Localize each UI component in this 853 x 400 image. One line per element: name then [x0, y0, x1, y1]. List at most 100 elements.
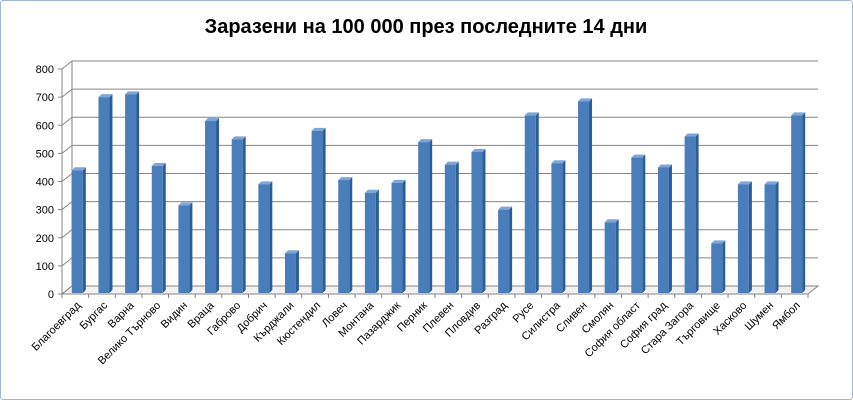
bar: [151, 163, 166, 293]
bar-side: [109, 94, 113, 293]
bar-top: [364, 189, 379, 193]
bar-top: [444, 161, 459, 165]
x-category-label: Видин: [159, 300, 190, 331]
bar-side: [322, 127, 326, 293]
bar: [737, 181, 752, 293]
bars: [71, 91, 806, 293]
bar-side: [775, 181, 779, 293]
gridline-diag: [61, 60, 73, 70]
bar-top: [205, 118, 220, 122]
bar-top: [284, 250, 299, 254]
y-tick-label: 0: [48, 289, 54, 301]
gridline-diag: [61, 116, 73, 126]
bar-front: [231, 139, 243, 293]
bar-front: [418, 142, 430, 293]
bar-top: [98, 94, 113, 98]
x-category-label: Благоевград: [30, 299, 84, 353]
bar-front: [631, 157, 643, 293]
y-tick-label: 300: [36, 205, 54, 217]
y-axis: 0 100 200 300 400 500 600 700 800: [36, 64, 62, 301]
bar-front: [551, 163, 563, 293]
bar-side: [615, 219, 619, 293]
gridline-diag: [61, 229, 73, 239]
bar-front: [604, 222, 616, 293]
y-tick-label: 400: [36, 177, 54, 189]
bar: [178, 202, 193, 293]
bar-top: [631, 154, 646, 158]
bar: [764, 181, 779, 293]
y-tick-label: 600: [36, 120, 54, 132]
bar-front: [498, 209, 510, 293]
bar-front: [524, 115, 536, 293]
gridlines: [61, 60, 818, 295]
bar: [711, 240, 726, 293]
bar-side: [349, 177, 353, 293]
bar: [125, 91, 140, 293]
bar-top: [551, 160, 566, 164]
bar-top: [657, 164, 672, 168]
x-category-label: Бургас: [78, 299, 111, 332]
bar: [578, 98, 593, 293]
bar-top: [258, 181, 273, 185]
bar-front: [578, 101, 590, 293]
bar-top: [791, 112, 806, 116]
bar: [364, 189, 379, 293]
bar-front: [657, 167, 669, 293]
bar-side: [535, 112, 539, 293]
bar-front: [71, 170, 83, 293]
bar-front: [791, 115, 803, 293]
bar: [657, 164, 672, 293]
y-tick-label: 700: [36, 92, 54, 104]
gridline-diag: [61, 285, 73, 295]
gridline-diag: [61, 144, 73, 154]
gridline-diag: [61, 88, 73, 98]
gridline-diag: [61, 173, 73, 182]
bar-top: [737, 181, 752, 185]
bar-top: [311, 127, 326, 131]
bar-top: [711, 240, 726, 244]
bar-front: [151, 166, 163, 293]
bar: [311, 127, 326, 293]
y-tick-label: 500: [36, 148, 54, 160]
chart-title: Заразени на 100 000 през последните 14 д…: [205, 16, 648, 38]
bar-front: [338, 180, 350, 293]
bar-front: [764, 184, 776, 293]
bar-side: [642, 154, 646, 293]
bar: [498, 206, 513, 293]
bar-top: [418, 139, 433, 143]
bar-front: [684, 136, 696, 293]
gridline-diag: [61, 257, 73, 267]
bar: [418, 139, 433, 293]
bar-top: [498, 206, 513, 210]
bar-top: [578, 98, 593, 102]
bar-side: [455, 161, 459, 293]
bar: [631, 154, 646, 293]
chart-floor: [60, 285, 820, 295]
bar: [604, 219, 619, 293]
bar-side: [748, 181, 752, 293]
bar-side: [802, 112, 806, 293]
bar: [551, 160, 566, 293]
bar: [471, 148, 486, 293]
bar-top: [231, 136, 246, 140]
bar-top: [604, 219, 619, 223]
bar-top: [125, 91, 140, 95]
bar-top: [471, 148, 486, 152]
y-tick-label: 100: [36, 261, 54, 273]
bar: [284, 250, 299, 293]
bar-side: [269, 181, 273, 293]
bar-side: [429, 139, 433, 293]
bar-top: [391, 179, 406, 183]
bar-side: [295, 250, 299, 293]
bar-side: [589, 98, 593, 293]
bar-side: [402, 179, 406, 293]
bar-front: [284, 253, 296, 293]
gridline-diag: [61, 201, 73, 211]
plot-area: [60, 61, 820, 295]
bar-top: [178, 202, 193, 206]
bar-front: [205, 121, 217, 293]
bar-front: [125, 94, 137, 293]
bar-side: [375, 189, 379, 293]
